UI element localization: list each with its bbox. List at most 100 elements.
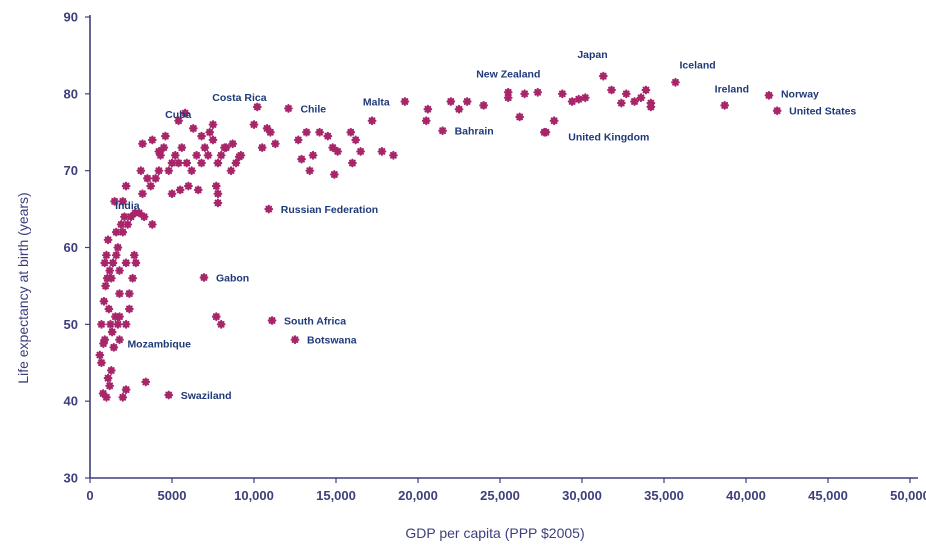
- scatter-point: [533, 87, 543, 97]
- scatter-point: [446, 97, 456, 106]
- point-labels: Costa Rica Chile Cuba Malta New Zealand Japan…: [115, 49, 856, 402]
- scatter-point: [105, 381, 115, 391]
- scatter-point: [234, 152, 244, 162]
- scatter-point: [184, 181, 193, 191]
- labeled-point: [199, 273, 209, 282]
- scatter-point: [147, 135, 157, 145]
- scatter-point: [126, 212, 136, 222]
- scatter-point: [110, 197, 119, 206]
- scatter-point: [211, 312, 221, 322]
- x-tick-label: 45,000: [808, 488, 848, 503]
- scatter-point: [109, 342, 119, 352]
- scatter-point: [348, 158, 357, 168]
- scatter-point: [479, 100, 488, 110]
- scatter-point: [128, 273, 138, 283]
- scatter-point: [197, 131, 206, 141]
- scatter-point: [99, 296, 109, 306]
- scatter-point: [262, 124, 272, 133]
- labeled-point: [164, 390, 174, 400]
- country-label: Cuba: [165, 109, 191, 121]
- scatter-point: [205, 127, 215, 137]
- scatter-point: [621, 89, 631, 99]
- scatter-point: [213, 198, 223, 208]
- scatter-point: [520, 89, 529, 99]
- scatter-point: [574, 94, 584, 104]
- scatter-point: [164, 166, 174, 176]
- scatter-point: [356, 147, 365, 156]
- scatter-point: [124, 304, 134, 314]
- country-label: Japan: [577, 49, 607, 61]
- scatter-point: [213, 158, 223, 168]
- country-label: United States: [789, 106, 856, 118]
- scatter-point: [111, 250, 121, 260]
- scatter-point: [131, 258, 141, 268]
- country-label: India: [115, 200, 140, 212]
- scatter-point: [567, 97, 577, 106]
- scatter-point: [141, 377, 151, 387]
- scatter-point: [104, 304, 114, 314]
- labeled-point: [764, 90, 774, 100]
- scatter-point: [115, 335, 124, 345]
- scatter-point: [111, 227, 121, 237]
- scatter-point: [580, 93, 590, 103]
- scatter-point: [208, 120, 218, 129]
- y-tick-label: 80: [64, 86, 78, 101]
- x-tick-label: 15,000: [316, 488, 356, 503]
- y-tick-label: 70: [64, 163, 78, 178]
- scatter-point: [174, 116, 183, 126]
- scatter-point: [423, 104, 433, 114]
- scatter-point: [462, 97, 472, 106]
- scatter-point: [100, 258, 110, 268]
- country-label: Ireland: [715, 83, 749, 95]
- scatter-point: [174, 158, 183, 168]
- y-tick-label: 90: [64, 10, 78, 25]
- scatter-point: [115, 289, 124, 298]
- x-tick-label: 50,000: [890, 488, 926, 503]
- scatter-point: [98, 389, 108, 398]
- scatter-point: [200, 143, 210, 153]
- scatter-point: [266, 127, 275, 137]
- labeled-point: [99, 339, 108, 348]
- scatter-point: [503, 93, 513, 103]
- scatter-point: [139, 212, 149, 222]
- labeled-point: [772, 106, 782, 116]
- scatter-point: [123, 220, 133, 229]
- scatter-point: [346, 127, 356, 137]
- scatter-point: [115, 266, 124, 275]
- scatter-point: [101, 281, 110, 291]
- scatter-point: [118, 392, 128, 402]
- labeled-point: [267, 316, 277, 325]
- scatter-point: [231, 158, 241, 168]
- scatter-point: [351, 135, 361, 145]
- labeled-point: [598, 71, 608, 81]
- labeled-point: [284, 104, 293, 113]
- scatter-point: [103, 235, 113, 245]
- scatter-point: [100, 335, 110, 345]
- scatter-point: [557, 89, 567, 99]
- scatter-point: [293, 135, 303, 145]
- scatter-point: [197, 158, 206, 168]
- scatter-point: [216, 319, 226, 329]
- scatter-point: [177, 143, 187, 153]
- scatter-point: [108, 258, 118, 268]
- scatter-point: [151, 173, 160, 183]
- scatter-point: [167, 158, 177, 168]
- scatter-point: [646, 102, 656, 112]
- axis-ticks: 0 5000 10,000 15,000 20,000 25,000 30,000 35,00…: [64, 10, 926, 504]
- scatter-point: [377, 147, 387, 156]
- scatter-point: [228, 139, 238, 149]
- scatter-point: [118, 227, 128, 237]
- country-label: Swaziland: [181, 390, 232, 402]
- scatter-point: [187, 166, 197, 176]
- scatter-point: [211, 181, 221, 191]
- scatter-point: [308, 150, 318, 160]
- scatter-point: [120, 212, 129, 222]
- scatter-point: [607, 85, 616, 95]
- scatter-point: [105, 266, 115, 275]
- scatter-point: [188, 124, 198, 133]
- labeled-point: [503, 87, 513, 97]
- labeled-point: [400, 97, 410, 106]
- x-tick-label: 25,000: [480, 488, 520, 503]
- scatter-point: [329, 170, 339, 179]
